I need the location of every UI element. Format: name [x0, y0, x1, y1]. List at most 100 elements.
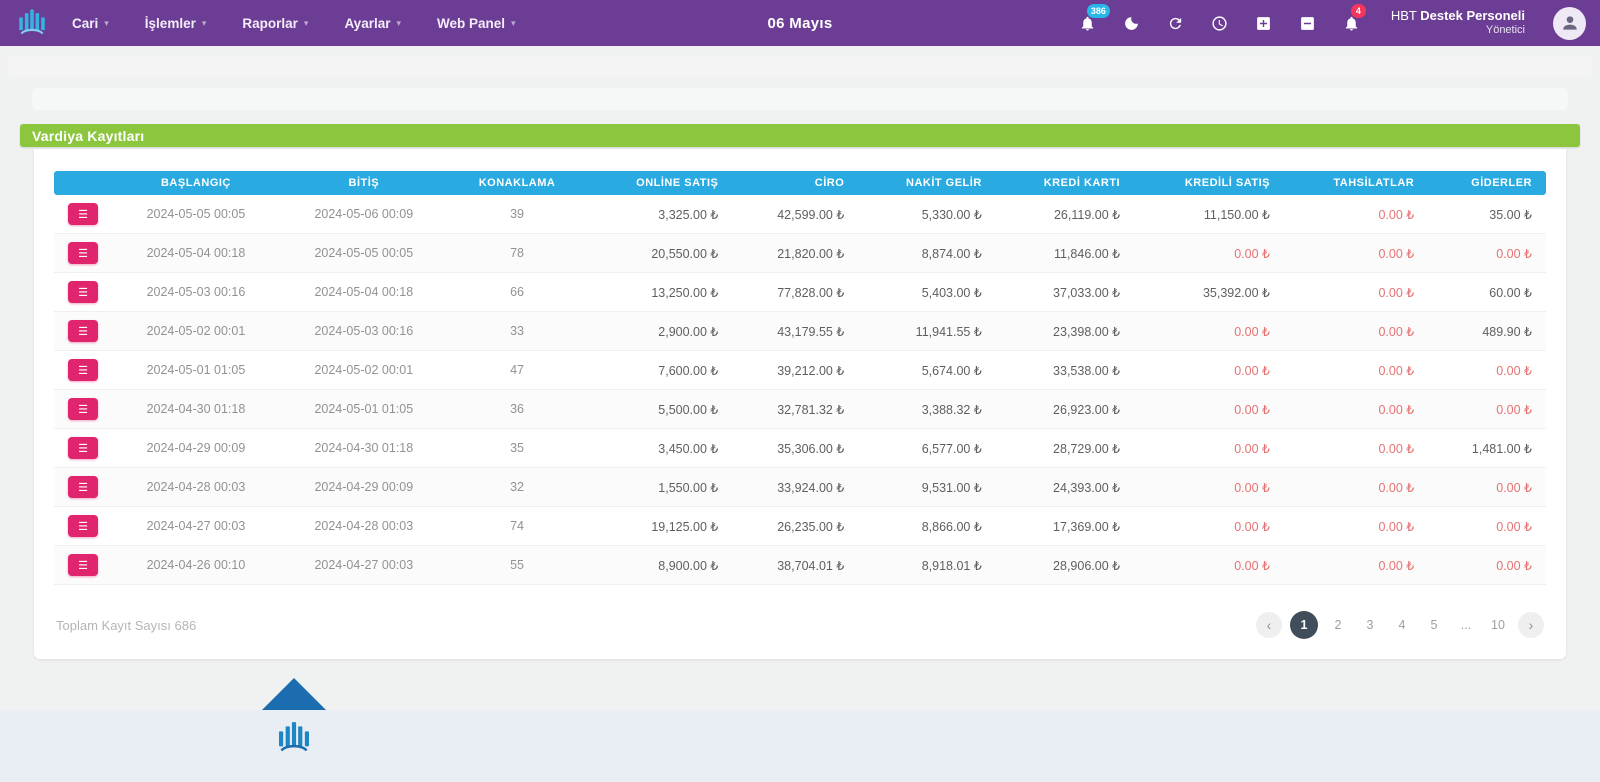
cell: 74 — [447, 506, 587, 546]
app-logo[interactable] — [14, 5, 50, 41]
pagination-page-4[interactable]: 4 — [1398, 618, 1406, 632]
top-navbar: Cari ▾ İşlemler ▾ Raporlar ▾ Ayarlar ▾ Web Panel… — [0, 0, 1600, 46]
collapsed-strip-inner — [32, 88, 1568, 110]
row-detail-button[interactable]: ☰ — [68, 359, 98, 381]
plus-square-icon[interactable] — [1251, 10, 1277, 36]
cell: 0.00 ₺ — [1134, 506, 1284, 546]
pagination-page-2[interactable]: 2 — [1334, 618, 1342, 632]
bell-icon[interactable]: 4 — [1339, 4, 1366, 36]
cell: 0.00 ₺ — [1428, 389, 1546, 429]
row-detail-button[interactable]: ☰ — [68, 437, 98, 459]
table-row: ☰ 2024-04-28 00:03 2024-04-29 00:09 32 1,550… — [54, 467, 1546, 507]
cell: 2024-05-04 00:18 — [112, 233, 280, 273]
cell: 33,538.00 ₺ — [995, 350, 1135, 390]
navbar-actions: 386 4 HBT Destek Personeli Yönetici — [1075, 4, 1586, 40]
navbar-icon-group: 386 4 — [1075, 4, 1366, 36]
hotel-logo-icon — [19, 9, 45, 35]
chevron-down-icon: ▾ — [511, 17, 516, 28]
badge-count: 4 — [1350, 4, 1366, 18]
table-row: ☰ 2024-04-27 00:03 2024-04-28 00:03 74 19,12… — [54, 506, 1546, 546]
cell: 2024-05-01 01:05 — [279, 389, 448, 429]
hotel-logo-icon — [279, 722, 309, 752]
column-header: BİTİŞ — [279, 171, 448, 195]
cell: 28,906.00 ₺ — [995, 545, 1135, 585]
cell: 9,531.00 ₺ — [858, 467, 996, 507]
row-detail-button[interactable]: ☰ — [68, 476, 98, 498]
cell: 8,918.01 ₺ — [858, 545, 996, 585]
cell: 2024-04-29 00:09 — [279, 467, 448, 507]
cell: 55 — [447, 545, 587, 585]
table-footer: Toplam Kayıt Sayısı 686 ‹ 1 2 3 4 5... 10 › — [54, 611, 1546, 639]
current-date: 06 Mayıs — [767, 14, 833, 32]
cell: 0.00 ₺ — [1284, 272, 1429, 312]
cell: 39 — [447, 195, 587, 234]
pagination-page-10[interactable]: 10 — [1491, 618, 1505, 632]
clock-icon[interactable] — [1207, 10, 1233, 36]
column-header: KREDİ KARTI — [995, 171, 1135, 195]
cell: 2024-04-26 00:10 — [112, 545, 280, 585]
footer-triangle-decoration — [262, 678, 326, 710]
row-detail-button[interactable]: ☰ — [68, 242, 98, 264]
menu-item-1[interactable]: Cari ▾ — [72, 16, 109, 31]
pagination-prev-button[interactable]: ‹ — [1256, 612, 1282, 638]
footer-logo — [274, 718, 314, 758]
cell: 0.00 ₺ — [1284, 195, 1429, 234]
chevron-down-icon: ▾ — [104, 17, 109, 28]
table-row: ☰ 2024-05-04 00:18 2024-05-05 00:05 78 20,55… — [54, 233, 1546, 273]
cell: 5,330.00 ₺ — [858, 195, 996, 234]
row-actions-cell: ☰ — [54, 506, 112, 546]
pagination-next-button[interactable]: › — [1518, 612, 1544, 638]
cell: 0.00 ₺ — [1134, 389, 1284, 429]
row-detail-button[interactable]: ☰ — [68, 320, 98, 342]
cell: 35,306.00 ₺ — [732, 428, 859, 468]
cell: 0.00 ₺ — [1134, 350, 1284, 390]
cell: 21,820.00 ₺ — [732, 233, 859, 273]
cell: 2024-05-03 00:16 — [279, 311, 448, 351]
table-row: ☰ 2024-05-03 00:16 2024-05-04 00:18 66 13,25… — [54, 272, 1546, 312]
row-detail-button[interactable]: ☰ — [68, 281, 98, 303]
menu-item-label: Ayarlar — [344, 15, 391, 31]
row-detail-button[interactable]: ☰ — [68, 554, 98, 576]
total-records-label: Toplam Kayıt Sayısı 686 — [56, 617, 197, 633]
cell: 8,900.00 ₺ — [586, 545, 733, 585]
menu-item-4[interactable]: Ayarlar ▾ — [344, 16, 401, 31]
column-header: NAKİT GELİR — [858, 171, 996, 195]
moon-icon[interactable] — [1119, 10, 1145, 36]
row-detail-button[interactable]: ☰ — [68, 515, 98, 537]
user-role: Yönetici — [1485, 24, 1525, 37]
table-header-row: BAŞLANGIÇ BİTİŞ KONAKLAMA ONLİNE SATIŞ CİRO N… — [54, 171, 1546, 195]
cell: 35.00 ₺ — [1428, 195, 1546, 234]
menu-item-5[interactable]: Web Panel ▾ — [437, 16, 516, 31]
refresh-icon[interactable] — [1163, 10, 1189, 36]
menu-item-3[interactable]: Raporlar ▾ — [242, 16, 308, 31]
cell: 24,393.00 ₺ — [995, 467, 1135, 507]
row-detail-button[interactable]: ☰ — [68, 398, 98, 420]
cell: 8,866.00 ₺ — [858, 506, 996, 546]
bell-counter-icon[interactable]: 386 — [1075, 4, 1110, 36]
row-detail-button[interactable]: ☰ — [68, 203, 98, 225]
table-row: ☰ 2024-05-01 01:05 2024-05-02 00:01 47 7,600… — [54, 350, 1546, 390]
cell: 0.00 ₺ — [1134, 428, 1284, 468]
pagination-page-1[interactable]: 1 — [1290, 611, 1318, 639]
row-actions-cell: ☰ — [54, 428, 112, 468]
user-avatar[interactable] — [1553, 6, 1586, 40]
cell: 0.00 ₺ — [1134, 467, 1284, 507]
minus-square-icon[interactable] — [1295, 10, 1321, 36]
column-header: ONLİNE SATIŞ — [586, 171, 733, 195]
main-menu: Cari ▾ İşlemler ▾ Raporlar ▾ Ayarlar ▾ Web Panel… — [72, 16, 516, 31]
pagination-page-3[interactable]: 3 — [1366, 618, 1374, 632]
cell: 1,550.00 ₺ — [586, 467, 733, 507]
cell: 2024-05-05 00:05 — [112, 195, 280, 234]
pagination-page-5[interactable]: 5 — [1430, 618, 1438, 632]
cell: 2024-05-02 00:01 — [112, 311, 280, 351]
panel-title-bar: Vardiya Kayıtları — [20, 124, 1580, 147]
table-row: ☰ 2024-04-26 00:10 2024-04-27 00:03 55 8,900… — [54, 545, 1546, 585]
menu-item-label: Web Panel — [437, 15, 506, 31]
row-actions-cell: ☰ — [54, 195, 112, 234]
cell: 20,550.00 ₺ — [586, 233, 733, 273]
cell: 5,674.00 ₺ — [858, 350, 996, 390]
cell: 38,704.01 ₺ — [732, 545, 859, 585]
user-info[interactable]: HBT Destek Personeli Yönetici — [1391, 8, 1525, 38]
menu-item-2[interactable]: İşlemler ▾ — [145, 16, 207, 31]
cell: 0.00 ₺ — [1284, 311, 1429, 351]
